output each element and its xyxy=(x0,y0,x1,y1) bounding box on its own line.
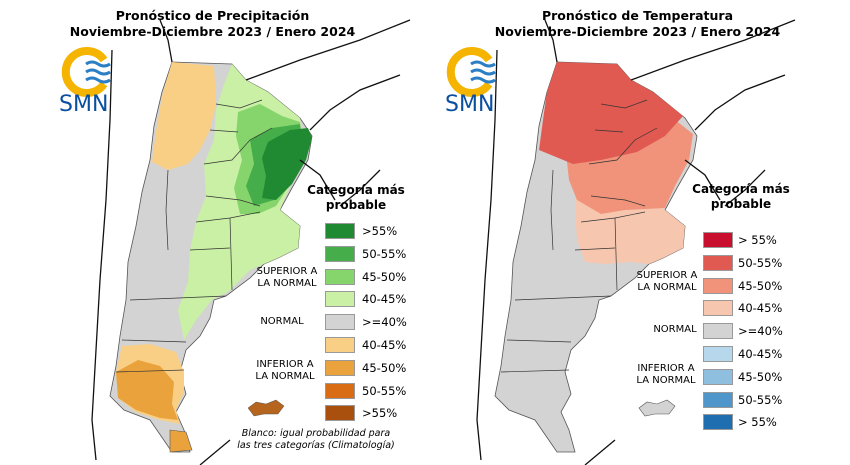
temperature-legend-title: Categoría más probable xyxy=(691,182,791,212)
precipitation-map: SMN xyxy=(59,19,411,465)
precipitation-title-line1: Pronóstico de Precipitación xyxy=(115,8,310,23)
temperature-legend-swatch xyxy=(703,323,733,340)
precipitation-note: Blanco: igual probabilidad para las tres… xyxy=(226,428,406,452)
precipitation-legend-swatch xyxy=(325,245,355,262)
temperature-legend-label: 40-45% xyxy=(738,347,783,361)
precipitation-category-superior: SUPERIOR A LA NORMAL xyxy=(252,266,322,290)
temperature-superior-line1: SUPERIOR A xyxy=(636,270,698,281)
precipitation-legend-swatch xyxy=(325,382,355,399)
temperature-title-line1: Pronóstico de Temperatura xyxy=(541,8,734,23)
temperature-inferior-line2: LA NORMAL xyxy=(636,375,696,386)
precipitation-legend-swatch xyxy=(325,291,355,308)
precipitation-legend-swatch xyxy=(325,337,355,353)
temperature-map: SMN xyxy=(445,19,796,465)
smn-logo: SMN xyxy=(59,47,111,117)
precipitation-note-line1: Blanco: igual probabilidad para xyxy=(241,428,391,439)
precipitation-legend-title: Categoría más probable xyxy=(306,183,406,213)
precipitation-legend-label: 45-50% xyxy=(362,360,407,375)
precipitation-legend-label: 50-55% xyxy=(362,383,407,398)
temperature-legend-title-line1: Categoría más xyxy=(692,182,790,196)
smn-logo: SMN xyxy=(445,47,496,117)
temperature-legend-swatch xyxy=(703,391,733,408)
precipitation-superior-line1: SUPERIOR A xyxy=(256,266,318,277)
precipitation-category-normal: NORMAL xyxy=(260,316,304,327)
precipitation-legend-swatch xyxy=(325,314,355,331)
temperature-category-superior: SUPERIOR A LA NORMAL xyxy=(632,270,702,294)
precipitation-legend-swatch xyxy=(325,359,355,376)
precipitation-superior-line2: LA NORMAL xyxy=(257,278,317,289)
precipitation-legend-label: 45-50% xyxy=(362,269,407,284)
temperature-inferior-line1: INFERIOR A xyxy=(637,363,695,374)
temperature-legend-swatch xyxy=(703,277,733,294)
malvinas-islands xyxy=(247,399,285,417)
temperature-legend-swatch xyxy=(703,368,733,385)
precipitation-legend-label: >55% xyxy=(362,224,398,238)
temperature-title: Pronóstico de Temperatura Noviembre-Dici… xyxy=(425,8,850,40)
temperature-legend-label: > 55% xyxy=(738,233,777,247)
region-superior-gt55 xyxy=(262,128,312,200)
malvinas-islands xyxy=(638,399,676,417)
precipitation-legend-label: 50-55% xyxy=(362,246,407,261)
temperature-legend-swatch xyxy=(703,254,733,271)
region-warm-50-55 xyxy=(539,62,683,164)
temperature-legend-swatch xyxy=(703,346,733,362)
temperature-legend-label: 40-45% xyxy=(738,301,783,316)
tierra-del-fuego xyxy=(169,429,193,453)
temperature-panel: Pronóstico de Temperatura Noviembre-Dici… xyxy=(425,0,850,465)
region-inferior-nw-40-45 xyxy=(152,62,216,170)
precipitation-legend-label: 40-45% xyxy=(362,338,407,352)
temperature-legend-label: 50-55% xyxy=(738,392,783,407)
temperature-legend-label: 50-55% xyxy=(738,255,783,270)
precipitation-category-inferior: INFERIOR A LA NORMAL xyxy=(252,359,318,383)
precipitation-inferior-line1: INFERIOR A xyxy=(256,359,314,370)
region-inferior-south-45-50 xyxy=(116,360,178,420)
smn-logo-text: SMN xyxy=(59,92,108,117)
temperature-title-line2: Noviembre-Diciembre 2023 / Enero 2024 xyxy=(494,24,781,39)
precipitation-note-line2: las tres categorías (Climatología) xyxy=(237,440,395,451)
precipitation-inferior-line2: LA NORMAL xyxy=(255,371,315,382)
precipitation-title: Pronóstico de Precipitación Noviembre-Di… xyxy=(0,8,425,40)
temperature-legend-swatch xyxy=(703,300,733,317)
temperature-legend-label: >=40% xyxy=(738,324,783,339)
province-borders xyxy=(500,99,658,373)
temperature-superior-line2: LA NORMAL xyxy=(637,282,697,293)
precipitation-legend-label: >55% xyxy=(362,406,398,421)
temperature-legend-swatch xyxy=(703,232,733,248)
precipitation-legend-label: >=40% xyxy=(362,315,407,330)
temperature-legend-title-line2: probable xyxy=(710,197,772,211)
precipitation-title-line2: Noviembre-Diciembre 2023 / Enero 2024 xyxy=(69,24,356,39)
precipitation-legend-swatch xyxy=(325,223,355,239)
temperature-category-inferior: INFERIOR A LA NORMAL xyxy=(633,363,699,387)
precipitation-legend-swatch xyxy=(325,405,355,422)
precipitation-legend-title-line2: probable xyxy=(325,198,387,212)
temperature-legend-swatch xyxy=(703,414,733,431)
temperature-legend-label: 45-50% xyxy=(738,278,783,293)
precipitation-legend-swatch xyxy=(325,268,355,285)
province-borders xyxy=(115,99,273,373)
precipitation-panel: Pronóstico de Precipitación Noviembre-Di… xyxy=(0,8,425,465)
neighbor-borders xyxy=(91,19,411,465)
neighbor-borders xyxy=(476,19,796,465)
precipitation-legend-label: 40-45% xyxy=(362,292,407,307)
smn-logo-text: SMN xyxy=(445,92,494,117)
temperature-legend-label: 45-50% xyxy=(738,369,783,384)
temperature-category-normal: NORMAL xyxy=(653,324,697,335)
precipitation-legend-title-line1: Categoría más xyxy=(307,183,405,197)
temperature-legend-label: > 55% xyxy=(738,415,777,430)
